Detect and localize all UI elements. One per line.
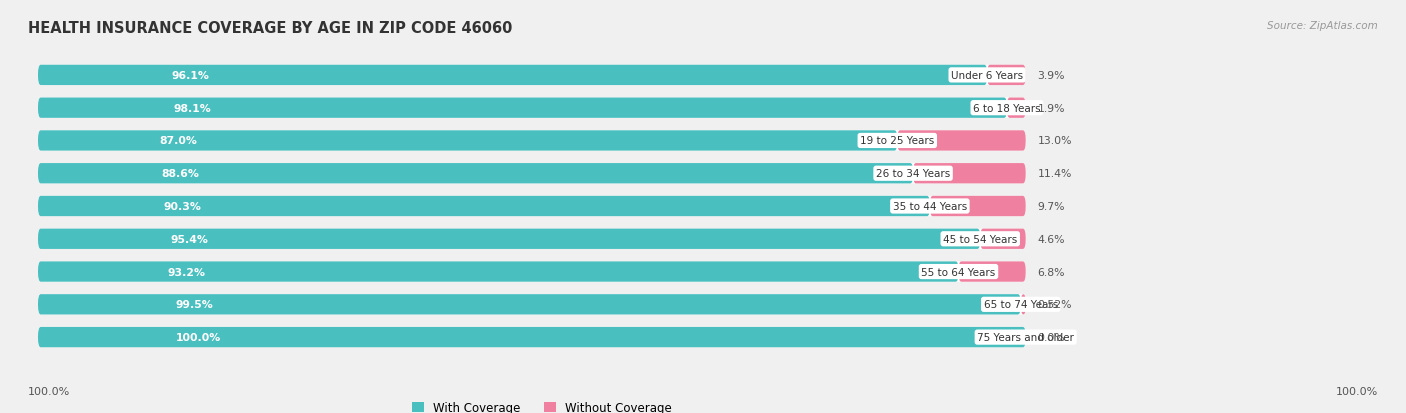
Text: 93.2%: 93.2% — [167, 267, 205, 277]
Text: 75 Years and older: 75 Years and older — [977, 332, 1074, 342]
FancyBboxPatch shape — [1007, 98, 1026, 119]
FancyBboxPatch shape — [38, 131, 1026, 151]
FancyBboxPatch shape — [38, 164, 1026, 184]
FancyBboxPatch shape — [38, 131, 897, 151]
FancyBboxPatch shape — [38, 66, 1026, 86]
Text: 96.1%: 96.1% — [172, 71, 209, 81]
Text: 11.4%: 11.4% — [1038, 169, 1071, 179]
Text: 35 to 44 Years: 35 to 44 Years — [893, 202, 967, 211]
Text: 1.9%: 1.9% — [1038, 103, 1064, 114]
Text: 98.1%: 98.1% — [174, 103, 211, 114]
FancyBboxPatch shape — [912, 164, 1026, 184]
Text: 55 to 64 Years: 55 to 64 Years — [921, 267, 995, 277]
Text: 0.52%: 0.52% — [1038, 299, 1073, 310]
Text: 88.6%: 88.6% — [162, 169, 200, 179]
Text: Under 6 Years: Under 6 Years — [950, 71, 1024, 81]
Text: 26 to 34 Years: 26 to 34 Years — [876, 169, 950, 179]
FancyBboxPatch shape — [38, 229, 1026, 249]
FancyBboxPatch shape — [1021, 294, 1026, 315]
FancyBboxPatch shape — [38, 196, 929, 217]
Text: 95.4%: 95.4% — [170, 234, 208, 244]
FancyBboxPatch shape — [929, 196, 1026, 217]
FancyBboxPatch shape — [38, 262, 1026, 282]
FancyBboxPatch shape — [897, 131, 1026, 151]
Text: 87.0%: 87.0% — [160, 136, 197, 146]
FancyBboxPatch shape — [38, 327, 1026, 347]
Text: 100.0%: 100.0% — [28, 387, 70, 396]
FancyBboxPatch shape — [959, 262, 1026, 282]
Text: 3.9%: 3.9% — [1038, 71, 1064, 81]
FancyBboxPatch shape — [987, 66, 1026, 86]
Text: 6 to 18 Years: 6 to 18 Years — [973, 103, 1040, 114]
Text: 19 to 25 Years: 19 to 25 Years — [860, 136, 935, 146]
Text: 99.5%: 99.5% — [176, 299, 214, 310]
Text: 9.7%: 9.7% — [1038, 202, 1064, 211]
Text: 6.8%: 6.8% — [1038, 267, 1064, 277]
Text: HEALTH INSURANCE COVERAGE BY AGE IN ZIP CODE 46060: HEALTH INSURANCE COVERAGE BY AGE IN ZIP … — [28, 21, 513, 36]
Text: 100.0%: 100.0% — [176, 332, 222, 342]
Text: Source: ZipAtlas.com: Source: ZipAtlas.com — [1267, 21, 1378, 31]
FancyBboxPatch shape — [38, 229, 980, 249]
FancyBboxPatch shape — [38, 164, 912, 184]
FancyBboxPatch shape — [38, 66, 987, 86]
FancyBboxPatch shape — [38, 294, 1021, 315]
Text: 65 to 74 Years: 65 to 74 Years — [984, 299, 1057, 310]
FancyBboxPatch shape — [38, 196, 1026, 217]
FancyBboxPatch shape — [38, 294, 1026, 315]
Text: 45 to 54 Years: 45 to 54 Years — [943, 234, 1018, 244]
FancyBboxPatch shape — [38, 98, 1026, 119]
Text: 13.0%: 13.0% — [1038, 136, 1071, 146]
Text: 100.0%: 100.0% — [1336, 387, 1378, 396]
FancyBboxPatch shape — [38, 262, 959, 282]
Text: 0.0%: 0.0% — [1038, 332, 1066, 342]
Legend: With Coverage, Without Coverage: With Coverage, Without Coverage — [412, 401, 672, 413]
Text: 4.6%: 4.6% — [1038, 234, 1064, 244]
FancyBboxPatch shape — [38, 327, 1026, 347]
Text: 90.3%: 90.3% — [165, 202, 201, 211]
FancyBboxPatch shape — [38, 98, 1007, 119]
FancyBboxPatch shape — [980, 229, 1026, 249]
